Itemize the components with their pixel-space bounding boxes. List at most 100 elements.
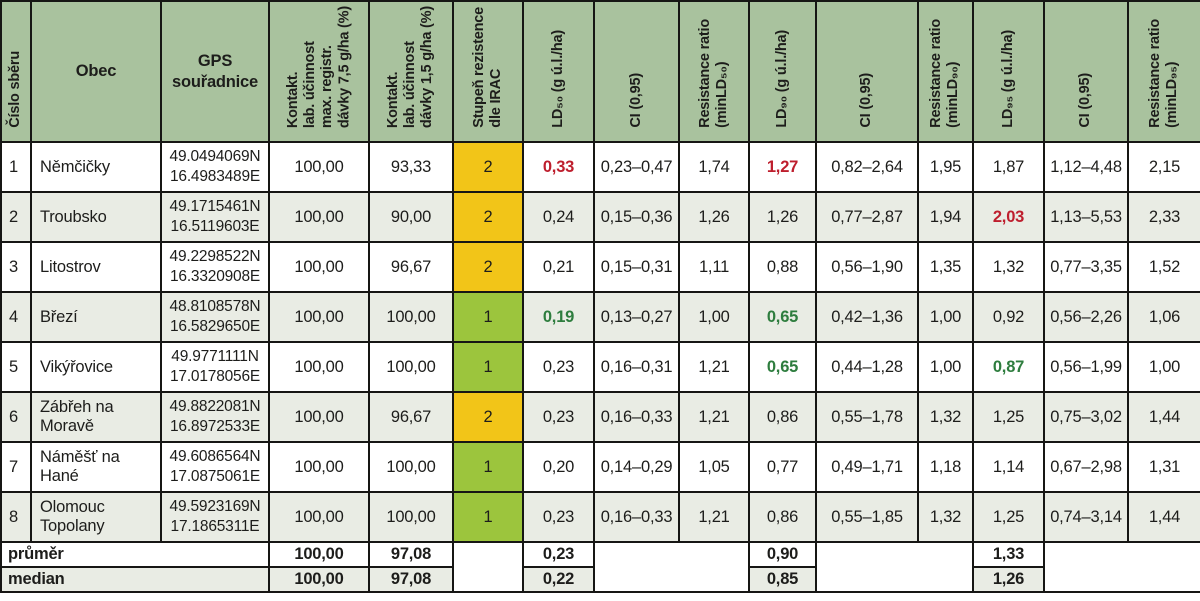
cell-ld50: 0,21 — [522, 241, 595, 293]
cell-obec: Troubsko — [30, 191, 162, 243]
cell-rr95: 1,06 — [1127, 291, 1200, 343]
cell-cislo-sberu: 5 — [0, 341, 32, 393]
cell-ucinnost-15: 100,00 — [368, 341, 454, 393]
table-row: 1 Němčičky 49.0494069N 16.4983489E 100,00 93… — [0, 141, 1200, 193]
cell-rr95: 1,44 — [1127, 491, 1200, 543]
cell-ld95: 1,25 — [972, 391, 1045, 443]
cell-cislo-sberu: 3 — [0, 241, 32, 293]
cell-ld95: 0,92 — [972, 291, 1045, 343]
summary-ld95: 1,26 — [972, 566, 1045, 593]
col-header-label: CI (0,95) — [1077, 73, 1094, 128]
col-header-rr50: Resistance ratio (minLD₅₀) — [678, 0, 750, 143]
cell-ci90: 0,49–1,71 — [815, 441, 919, 493]
cell-stupen-irac: 1 — [452, 341, 524, 393]
cell-ci95: 0,56–2,26 — [1043, 291, 1129, 343]
cell-rr90: 1,94 — [917, 191, 974, 243]
table-row: 7 Náměšť na Hané 49.6086564N 17.0875061E 10… — [0, 441, 1200, 493]
cell-stupen-irac: 1 — [452, 491, 524, 543]
summary-row: průměr 100,00 97,08 0,23 0,90 1,33 — [0, 541, 1200, 593]
cell-ci50: 0,14–0,29 — [593, 441, 680, 493]
summary-ld50: 0,22 — [522, 566, 595, 593]
summary-merged-ci-rr-90 — [815, 541, 974, 593]
header-row: Číslo sběru Obec GPS souřadnice Kontakt.… — [0, 0, 1200, 143]
cell-ci90: 0,82–2,64 — [815, 141, 919, 193]
table-row: 6 Zábřeh na Moravě 49.8822081N 16.8972533E… — [0, 391, 1200, 443]
cell-rr95: 1,31 — [1127, 441, 1200, 493]
col-header-label: Kontakt. lab. účinnost dávky 1,5 g/ha (%… — [385, 5, 436, 128]
cell-cislo-sberu: 1 — [0, 141, 32, 193]
summary-ld95: 1,33 — [972, 541, 1045, 568]
cell-ci50: 0,16–0,31 — [593, 341, 680, 393]
col-header-ci95: CI (0,95) — [1043, 0, 1129, 143]
cell-ucinnost-75: 100,00 — [268, 241, 370, 293]
cell-ci95: 0,56–1,99 — [1043, 341, 1129, 393]
cell-obec: Náměšť na Hané — [30, 441, 162, 493]
cell-gps: 49.9771111N 17.0178056E — [160, 341, 270, 393]
cell-ld90: 0,65 — [748, 291, 817, 343]
cell-stupen-irac: 1 — [452, 291, 524, 343]
table-row: 8 Olomouc Topolany 49.5923169N 17.1865311E… — [0, 491, 1200, 543]
col-header-label: LD₉₅ (g ú.l./ha) — [999, 30, 1016, 128]
cell-rr50: 1,11 — [678, 241, 750, 293]
cell-gps: 49.5923169N 17.1865311E — [160, 491, 270, 543]
col-header-gps: GPS souřadnice — [160, 0, 270, 143]
cell-stupen-irac: 2 — [452, 241, 524, 293]
cell-ucinnost-15: 90,00 — [368, 191, 454, 243]
cell-ld95: 0,87 — [972, 341, 1045, 393]
col-header-ld95: LD₉₅ (g ú.l./ha) — [972, 0, 1045, 143]
cell-rr50: 1,21 — [678, 491, 750, 543]
col-header-ld50: LD₅₀ (g ú.l./ha) — [522, 0, 595, 143]
cell-gps: 49.6086564N 17.0875061E — [160, 441, 270, 493]
cell-gps: 49.1715461N 16.5119603E — [160, 191, 270, 243]
cell-ci50: 0,16–0,33 — [593, 391, 680, 443]
cell-ucinnost-15: 96,67 — [368, 241, 454, 293]
summary-ucinnost-75: 100,00 — [268, 541, 370, 568]
cell-rr90: 1,32 — [917, 491, 974, 543]
summary-ld90: 0,85 — [748, 566, 817, 593]
cell-ld90: 1,26 — [748, 191, 817, 243]
cell-rr50: 1,74 — [678, 141, 750, 193]
cell-cislo-sberu: 6 — [0, 391, 32, 443]
cell-ld90: 0,65 — [748, 341, 817, 393]
cell-ci90: 0,56–1,90 — [815, 241, 919, 293]
cell-ci50: 0,15–0,36 — [593, 191, 680, 243]
table-row: 2 Troubsko 49.1715461N 16.5119603E 100,00 90… — [0, 191, 1200, 243]
cell-ci90: 0,44–1,28 — [815, 341, 919, 393]
cell-rr95: 2,15 — [1127, 141, 1200, 193]
table-row: 4 Březí 48.8108578N 16.5829650E 100,00 100,0… — [0, 291, 1200, 343]
cell-ci95: 0,75–3,02 — [1043, 391, 1129, 443]
cell-ld90: 0,86 — [748, 491, 817, 543]
col-header-ci50: CI (0,95) — [593, 0, 680, 143]
cell-ci50: 0,23–0,47 — [593, 141, 680, 193]
cell-ld90: 0,86 — [748, 391, 817, 443]
col-header-cislo-sberu: Číslo sběru — [0, 0, 32, 143]
summary-ld50: 0,23 — [522, 541, 595, 568]
col-header-label: CI (0,95) — [858, 73, 875, 128]
col-header-label: Číslo sběru — [7, 51, 24, 128]
cell-obec: Němčičky — [30, 141, 162, 193]
col-header-label: GPS souřadnice — [171, 51, 259, 91]
cell-obec: Zábřeh na Moravě — [30, 391, 162, 443]
cell-obec: Olomouc Topolany — [30, 491, 162, 543]
cell-cislo-sberu: 8 — [0, 491, 32, 543]
col-header-label: LD₉₀ (g ú.l./ha) — [773, 30, 790, 128]
col-header-ci90: CI (0,95) — [815, 0, 919, 143]
cell-rr95: 1,44 — [1127, 391, 1200, 443]
cell-gps: 48.8108578N 16.5829650E — [160, 291, 270, 343]
cell-ucinnost-75: 100,00 — [268, 291, 370, 343]
col-header-rr95: Resistance ratio (minLD₉₅) — [1127, 0, 1200, 143]
cell-ci95: 0,67–2,98 — [1043, 441, 1129, 493]
cell-ld95: 1,25 — [972, 491, 1045, 543]
cell-ucinnost-15: 93,33 — [368, 141, 454, 193]
cell-ld95: 1,87 — [972, 141, 1045, 193]
summary-merged-ci-rr-95 — [1043, 541, 1200, 593]
cell-ucinnost-15: 96,67 — [368, 391, 454, 443]
cell-rr90: 1,95 — [917, 141, 974, 193]
cell-ci90: 0,55–1,85 — [815, 491, 919, 543]
cell-rr90: 1,00 — [917, 291, 974, 343]
cell-ci95: 0,74–3,14 — [1043, 491, 1129, 543]
cell-rr95: 2,33 — [1127, 191, 1200, 243]
cell-ci50: 0,15–0,31 — [593, 241, 680, 293]
cell-ci95: 0,77–3,35 — [1043, 241, 1129, 293]
